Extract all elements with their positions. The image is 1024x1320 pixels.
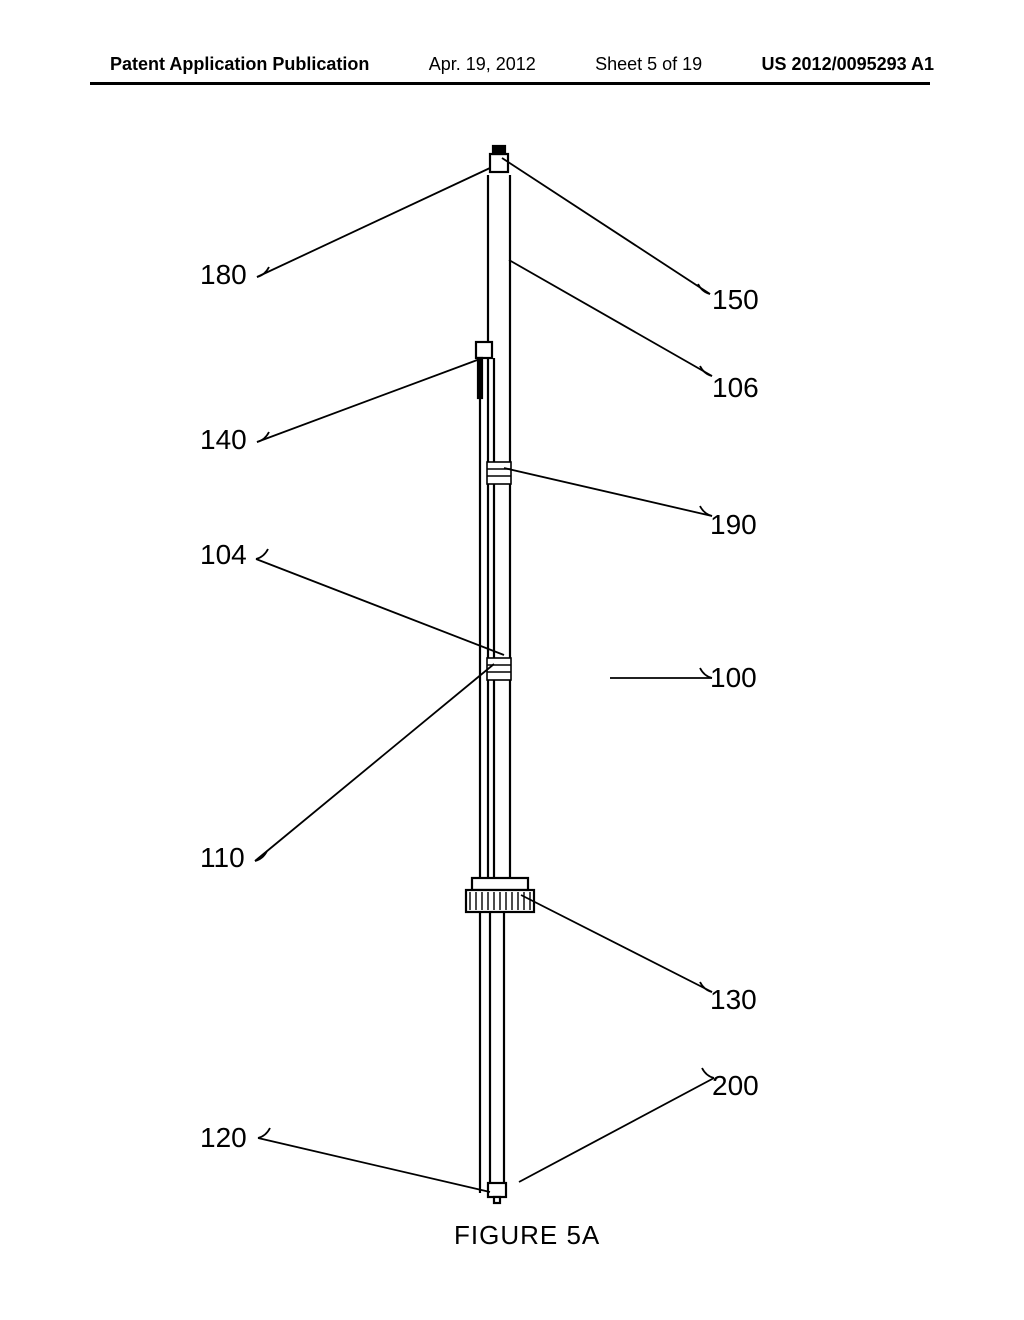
publication-number: US 2012/0095293 A1 — [762, 54, 934, 75]
sheet-number: Sheet 5 of 19 — [595, 54, 702, 75]
ref-label-106: 106 — [712, 372, 759, 404]
publication-date: Apr. 19, 2012 — [429, 54, 536, 75]
ref-label-200: 200 — [712, 1070, 759, 1102]
ref-label-120: 120 — [200, 1122, 247, 1154]
figure-caption: FIGURE 5A — [454, 1220, 600, 1251]
ref-label-150: 150 — [712, 284, 759, 316]
page-header: Patent Application Publication Apr. 19, … — [0, 54, 1024, 75]
ref-label-104: 104 — [200, 539, 247, 571]
ref-label-100: 100 — [710, 662, 757, 694]
figure-5a: 180 150 106 140 190 104 100 110 130 200 120 FIGURE… — [0, 130, 1024, 1250]
ref-label-140: 140 — [200, 424, 247, 456]
figure-drawing — [0, 130, 1024, 1250]
ref-label-190: 190 — [710, 509, 757, 541]
header-rule — [90, 82, 930, 85]
ref-label-180: 180 — [200, 259, 247, 291]
ref-label-110: 110 — [200, 842, 245, 874]
publication-label: Patent Application Publication — [110, 54, 369, 75]
ref-label-130: 130 — [710, 984, 757, 1016]
